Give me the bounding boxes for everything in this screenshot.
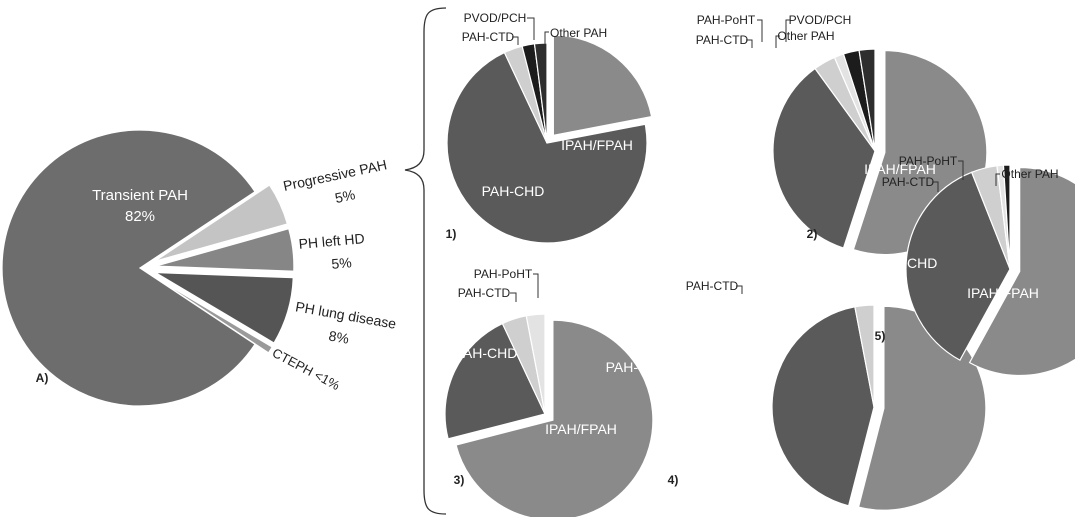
leader-pah-poht-5 [958,160,964,180]
label-cteph: CTEPH <1% [270,345,343,393]
slice-ipah-fpah [968,166,1075,377]
slice-pah-poht [525,313,546,415]
panel-label-a: A) [36,371,49,385]
slice-other-pah [1002,164,1011,270]
leader-pah-poht-2 [757,19,763,42]
label-pah-poht-3: PAH-PoHT [474,267,533,281]
label-ipah-fpah-2: IPAH/FPAH [864,161,936,177]
label-pah-chd-1: PAH-CHD [482,183,545,199]
leader-pah-ctd-3 [510,292,517,302]
label-pah-chd-2: PAH-CHD [660,147,723,163]
slice-pah-chd [772,67,876,249]
label-pah-ctd-5: PAH-CTD [882,175,935,189]
panel-label-1: 1) [446,227,457,241]
pie-chart-5 [905,164,1075,377]
leader-pah-ctd-1 [512,36,519,45]
label-pah-pohtot-2: PAH-PoHT [697,13,756,27]
pie-chart-0 [1,129,295,407]
leader-pah-ctd-4 [736,285,743,294]
slice-ipah-fpah [455,319,654,517]
leader-pvod-pch-2 [785,19,790,42]
leader-pah-ctd-2 [746,39,753,48]
leader-other-pah-5 [995,173,1000,186]
label-pah-ctd-4: PAH-CTD [686,279,739,293]
value-transient-pah: 82% [125,208,155,225]
slice-pah-chd [905,171,1011,361]
label-pah-ctd-2: PAH-CTD [696,33,749,47]
label-ph-lung-disease: PH lung disease [294,298,397,331]
panel-label-2: 2) [807,227,818,241]
slice-pah-chd [446,51,648,244]
leader-other-pah-2 [775,35,780,48]
label-ipah-fpah-1: IPAH/FPAH [561,137,633,153]
leader-pvod-pch-1 [527,17,535,40]
leader-other-pah-1 [544,31,549,44]
slice-pah-chd [444,322,546,440]
label-ph-left-hd: PH left HD [298,230,365,252]
slice-cteph [153,275,274,354]
label-ipah-fpah-4: IPAH/FPAH [676,405,748,421]
label-other-pah-5: Other PAH [1001,167,1058,181]
label-pah-ctd-3: PAH-CTD [458,286,511,300]
label-other-pah-2: Other PAH [777,29,834,43]
label-pah-chd-4: PAH-CHD [606,359,669,375]
pie-chart-1 [446,34,653,244]
slice-ipah-fpah [552,34,653,137]
slice-pah-chd [771,306,875,507]
panel-label-3: 3) [454,473,465,487]
pie-chart-3 [444,313,654,517]
value-ph-left-hd: 5% [331,254,353,272]
label-pvod-pch-1: PVOD/PCH [464,11,527,25]
panel-label-5: 5) [875,329,886,343]
label-other-pah-1: Other PAH [550,26,607,40]
label-pah-chd-3: PAH-CHD [455,345,518,361]
label-ipah-fpah-3: IPAH/FPAH [545,421,617,437]
slice-ph-left-hd [155,227,295,272]
label-progressive-pah: Progressive PAH [282,156,389,194]
label-pah-ctd-1: PAH-CTD [462,30,515,44]
label-pvod-pch-2: PVOD/PCH [789,13,852,27]
leader-pah-ctd-5 [932,181,939,192]
slice-other-pah [858,48,876,152]
panel-label-4: 4) [668,473,679,487]
label-pah-chd-5: PAH-CHD [875,255,938,271]
value-progressive-pah: 5% [333,186,356,206]
leader-pah-poht-3 [533,273,539,298]
value-ph-lung-disease: 8% [328,327,351,346]
label-pah-poht-5: PAH-PoHT [899,154,958,168]
label-transient-pah: Transient PAH [92,187,188,204]
slice-transient-pah [1,129,256,407]
detail-brace [404,7,447,515]
slice-ph-lung-disease [155,271,294,344]
label-ipah-fpah-5: IPAH/FPAH [967,285,1039,301]
slice-pah-ctd [854,304,875,408]
slice-other-pah [533,42,548,144]
slice-progressive-pah [154,184,289,262]
